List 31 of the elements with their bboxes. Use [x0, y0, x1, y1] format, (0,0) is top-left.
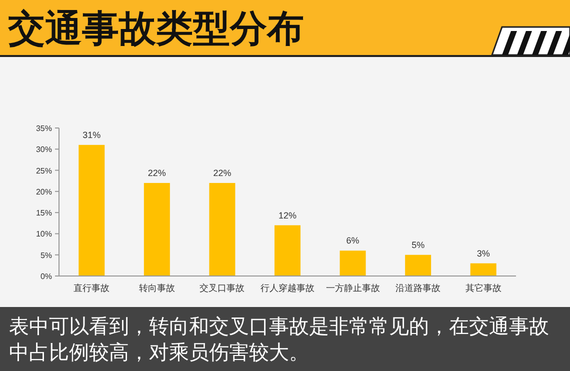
x-tick-label: 其它事故	[465, 283, 502, 294]
chart-title: 交通事故类型分布	[8, 6, 304, 52]
bar	[470, 263, 496, 276]
bar	[209, 182, 236, 276]
x-tick-label: 转向事故	[138, 283, 175, 294]
x-tick-label: 沿道路事故	[396, 283, 441, 294]
bar	[78, 144, 105, 276]
text: 表中可以看到，转向和交叉口事故是非常常见的，在交通事故中占比例较高，对乘员伤害较大。	[0, 307, 570, 371]
data-label: 22%	[213, 168, 232, 178]
bar	[274, 225, 300, 276]
x-tick-label: 一方静止事故	[326, 283, 380, 294]
y-tick-label: 35%	[36, 124, 52, 133]
y-tick-label: 20%	[36, 187, 52, 196]
y-tick-label: 25%	[36, 166, 52, 176]
y-tick-label: 5%	[40, 250, 52, 260]
y-tick-label: 10%	[36, 230, 52, 239]
y-tick-label: 0%	[40, 272, 52, 281]
data-label: 3%	[476, 248, 490, 258]
y-tick-label: 15%	[36, 208, 52, 218]
data-label: 22%	[148, 168, 166, 178]
bar	[340, 250, 366, 276]
data-label: 5%	[412, 240, 425, 250]
bar	[405, 254, 432, 276]
bar	[144, 182, 170, 276]
x-tick-label: 交叉口事故	[200, 283, 245, 294]
x-tick-label: 直行事故	[74, 283, 110, 294]
data-label: 12%	[278, 210, 297, 220]
x-tick-label: 行人穿越事故	[260, 283, 314, 294]
data-label: 6%	[346, 236, 360, 246]
y-tick-label: 30%	[36, 145, 52, 154]
data-label: 31%	[82, 130, 101, 140]
